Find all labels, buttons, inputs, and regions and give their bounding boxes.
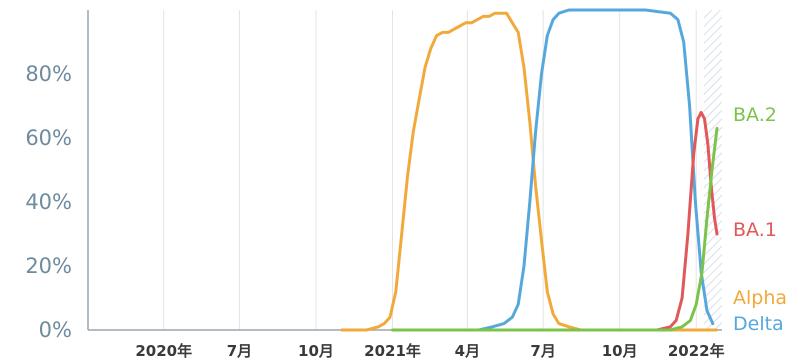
x-tick-label: 2020年 [135, 342, 192, 360]
x-tick-label: 7月 [227, 342, 252, 360]
x-tick-label: 2022年 [668, 342, 725, 360]
series-line-ba-2 [391, 126, 719, 332]
x-tick-label: 10月 [602, 342, 638, 360]
axis-layer: 2020年 7月 10月 2021年 4月 7月 10月 2022年 0% 20% 40% 60% 80… [25, 10, 725, 360]
series-label-ba-2: BA.2 [733, 104, 777, 126]
x-tick-label: 10月 [298, 342, 334, 360]
y-tick-label: 0% [39, 318, 72, 342]
series-label-delta: Delta [733, 313, 784, 335]
series-line-delta [416, 8, 715, 332]
y-tick-label: 40% [25, 190, 72, 214]
y-tick-label: 80% [25, 62, 72, 86]
series-label-alpha: Alpha [733, 287, 787, 309]
series-line-alpha [340, 11, 718, 332]
label-layer: Alpha Delta BA.1 BA.2 [733, 104, 787, 335]
x-tick-label: 4月 [455, 342, 480, 360]
series-layer [340, 8, 719, 332]
y-tick-label: 60% [25, 126, 72, 150]
x-tick-label: 2021年 [364, 342, 421, 360]
x-tick-label: 7月 [530, 342, 555, 360]
grid-layer [163, 10, 697, 330]
y-tick-label: 20% [25, 254, 72, 278]
series-label-ba-1: BA.1 [733, 219, 777, 241]
